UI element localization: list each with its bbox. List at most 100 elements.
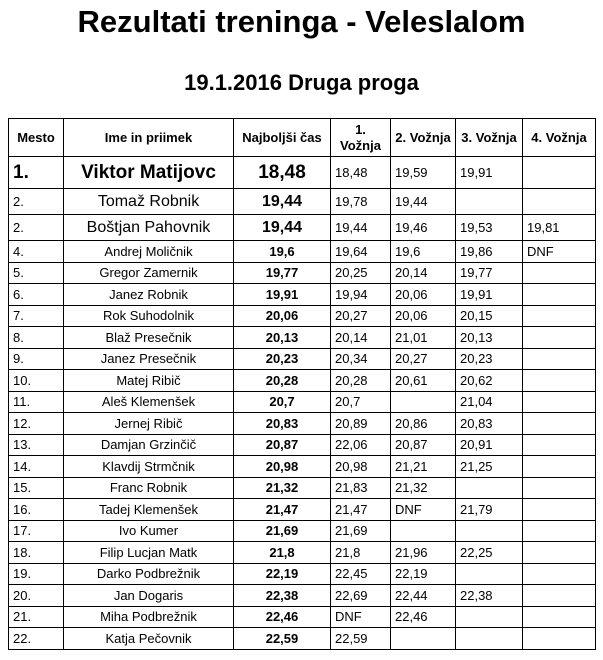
table-cell: 21,32 xyxy=(233,476,331,499)
table-cell: 19,44 xyxy=(390,188,456,215)
table-row: 5. Gregor Zamernik 19,77 20,25 20,14 19,77 xyxy=(8,261,596,284)
table-row: 11. Aleš Klemenšek 20,7 20,7 21,04 xyxy=(8,390,596,413)
table-cell xyxy=(522,562,596,585)
table-cell: 16. xyxy=(8,498,64,521)
table-cell xyxy=(455,188,523,215)
table-cell xyxy=(522,584,596,607)
table-cell: 20,23 xyxy=(233,347,331,370)
table-cell: 21,04 xyxy=(455,390,523,413)
table-row: 18. Filip Lucjan Matk 21,8 21,8 21,96 22,25 xyxy=(8,541,596,564)
table-cell: 21,32 xyxy=(390,476,456,499)
table-cell: Janez Presečnik xyxy=(63,347,234,370)
table-row: 9. Janez Presečnik 20,23 20,34 20,27 20,23 xyxy=(8,347,596,370)
table-cell xyxy=(522,412,596,435)
table-cell: 20. xyxy=(8,584,64,607)
table-cell: 20,34 xyxy=(330,347,391,370)
table-cell xyxy=(455,562,523,585)
table-cell: 20,06 xyxy=(390,283,456,306)
table-cell: 21,69 xyxy=(330,519,391,542)
table-cell xyxy=(522,541,596,564)
table-cell xyxy=(522,455,596,478)
table-cell xyxy=(455,476,523,499)
table-cell: 18,48 xyxy=(233,156,331,189)
table-cell: 9. xyxy=(8,347,64,370)
table-cell: 13. xyxy=(8,433,64,456)
table-row: 12. Jernej Ribič 20,83 20,89 20,86 20,83 xyxy=(8,412,596,435)
table-cell: 20,61 xyxy=(390,369,456,392)
table-cell: Boštjan Pahovnik xyxy=(63,214,234,241)
table-cell: 22,69 xyxy=(330,584,391,607)
table-row: 16. Tadej Klemenšek 21,47 21,47 DNF 21,79 xyxy=(8,498,596,521)
header-cell: 3. Vožnja xyxy=(455,118,523,157)
table-cell: Rok Suhodolnik xyxy=(63,304,234,327)
table-cell xyxy=(522,605,596,628)
table-row: 19. Darko Podbrežnik 22,19 22,45 22,19 xyxy=(8,562,596,585)
table-cell: 21,8 xyxy=(330,541,391,564)
table-cell: 19,86 xyxy=(455,240,523,263)
table-cell: Darko Podbrežnik xyxy=(63,562,234,585)
table-row: 1. Viktor Matijovc 18,48 18,48 19,59 19,91 xyxy=(8,156,596,189)
table-cell: Tadej Klemenšek xyxy=(63,498,234,521)
table-cell: 22,59 xyxy=(330,627,391,650)
table-cell xyxy=(522,476,596,499)
table-cell: 22,19 xyxy=(233,562,331,585)
table-cell: 20,7 xyxy=(330,390,391,413)
table-cell: 4. xyxy=(8,240,64,263)
table-cell: Miha Podbrežnik xyxy=(63,605,234,628)
table-cell: 20,14 xyxy=(330,326,391,349)
table-cell: 20,27 xyxy=(390,347,456,370)
header-cell: 2. Vožnja xyxy=(390,118,456,157)
subtitle: 19.1.2016 Druga proga xyxy=(184,70,419,95)
table-cell: 20,25 xyxy=(330,261,391,284)
table-cell: 19,59 xyxy=(390,156,456,189)
table-cell: Matej Ribič xyxy=(63,369,234,392)
table-cell: 6. xyxy=(8,283,64,306)
table-cell: 20,83 xyxy=(455,412,523,435)
table-row: 2. Tomaž Robnik 19,44 19,78 19,44 xyxy=(8,188,596,215)
table-cell: 22,59 xyxy=(233,627,331,650)
table-cell: 21,69 xyxy=(233,519,331,542)
table-cell: 18. xyxy=(8,541,64,564)
table-cell: 20,91 xyxy=(455,433,523,456)
title: Rezultati treninga - Veleslalom xyxy=(77,4,526,39)
table-cell: Blaž Presečnik xyxy=(63,326,234,349)
table-cell: 5. xyxy=(8,261,64,284)
table-cell: 18,48 xyxy=(330,156,391,189)
table-row: 15. Franc Robnik 21,32 21,83 21,32 xyxy=(8,476,596,499)
table-cell: 20,13 xyxy=(233,326,331,349)
table-cell: Filip Lucjan Matk xyxy=(63,541,234,564)
table-cell: 19,44 xyxy=(233,214,331,241)
table-cell: 19,44 xyxy=(330,214,391,241)
table-cell: 20,23 xyxy=(455,347,523,370)
table-row: 6. Janez Robnik 19,91 19,94 20,06 19,91 xyxy=(8,283,596,306)
table-cell: Janez Robnik xyxy=(63,283,234,306)
table-cell: 19,64 xyxy=(330,240,391,263)
table-cell xyxy=(522,369,596,392)
table-cell: 20,98 xyxy=(233,455,331,478)
table-cell: 19,78 xyxy=(330,188,391,215)
table-cell: 11. xyxy=(8,390,64,413)
table-cell: 20,89 xyxy=(330,412,391,435)
table-row: 4. Andrej Moličnik 19,6 19,64 19,6 19,86 DNF xyxy=(8,240,596,263)
table-cell: 21,47 xyxy=(330,498,391,521)
header-cell: 1. Vožnja xyxy=(330,118,391,157)
table-cell xyxy=(522,519,596,542)
table-cell: 12. xyxy=(8,412,64,435)
table-cell: 20,06 xyxy=(233,304,331,327)
table-row: 8. Blaž Presečnik 20,13 20,14 21,01 20,13 xyxy=(8,326,596,349)
table-cell: 19,94 xyxy=(330,283,391,306)
table-cell xyxy=(390,627,456,650)
table-cell: 19,77 xyxy=(455,261,523,284)
table-cell xyxy=(522,498,596,521)
table-cell: 22,19 xyxy=(390,562,456,585)
table-cell: 22. xyxy=(8,627,64,650)
table-cell: 22,06 xyxy=(330,433,391,456)
table-cell: 17. xyxy=(8,519,64,542)
table-cell: 19,46 xyxy=(390,214,456,241)
table-row: 21. Miha Podbrežnik 22,46 DNF 22,46 xyxy=(8,605,596,628)
table-cell: 10. xyxy=(8,369,64,392)
table-cell xyxy=(390,519,456,542)
table-cell: 19,53 xyxy=(455,214,523,241)
table-cell xyxy=(522,304,596,327)
